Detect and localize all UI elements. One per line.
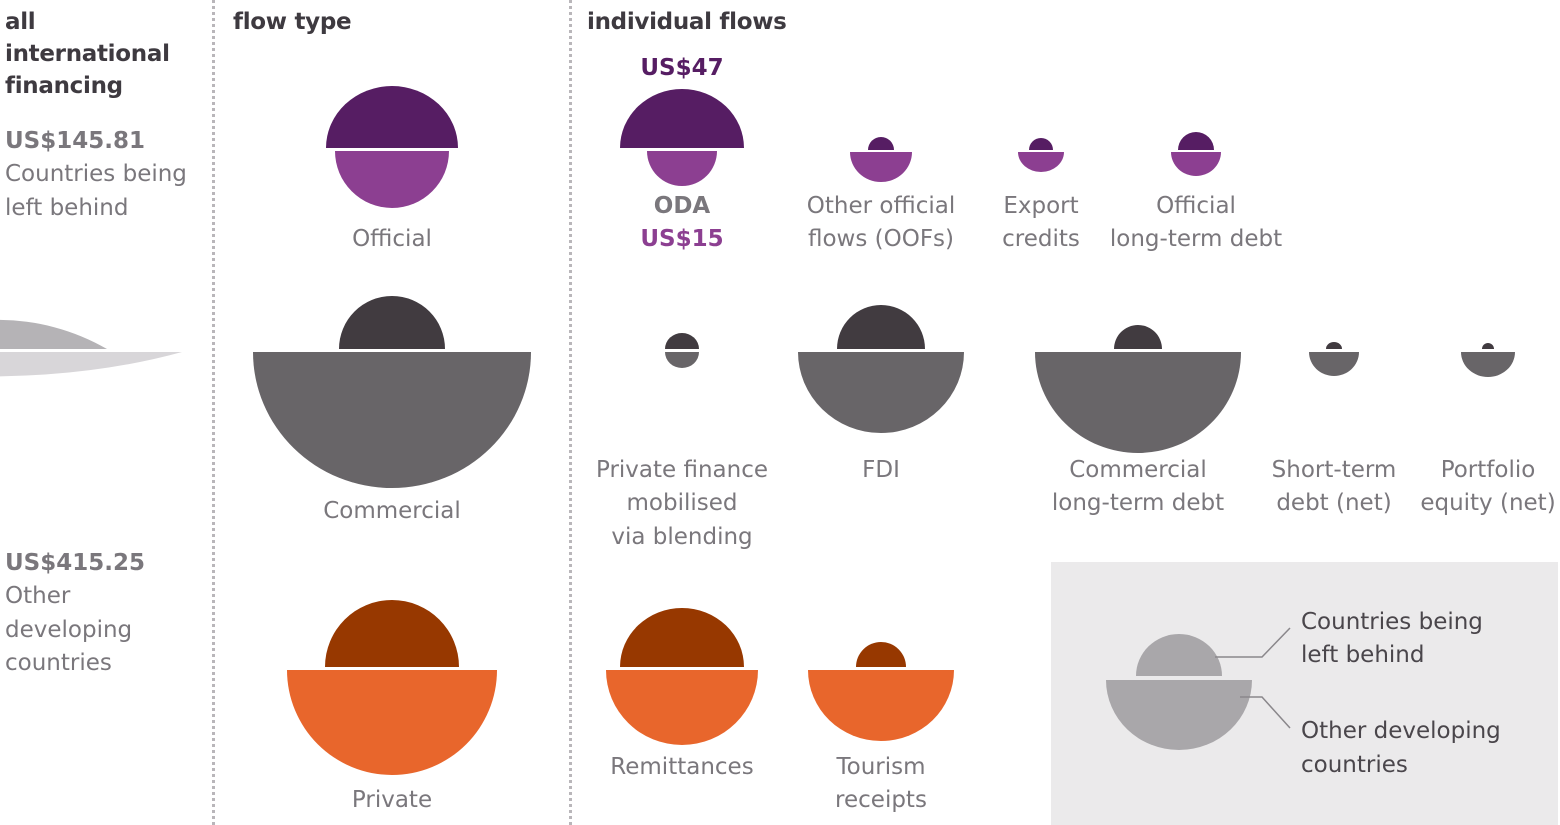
blending-bottom-shape xyxy=(665,352,699,368)
flow-type-commercial-label: Commercial xyxy=(323,498,461,524)
commercial-debt-top-shape xyxy=(1114,325,1162,349)
official-debt-label-line2: long-term debt xyxy=(1109,226,1283,252)
fdi-top-shape xyxy=(837,305,925,349)
legend-lbl-line1: Countries being xyxy=(1301,609,1483,635)
portfolio-bottom-shape xyxy=(1461,352,1515,377)
blending-label-line2: mobilised xyxy=(626,490,738,516)
blending-label-line3: via blending xyxy=(611,524,753,550)
total-countries-left-behind-shape xyxy=(0,320,107,349)
portfolio-top-shape xyxy=(1482,343,1494,349)
column-divider-1 xyxy=(212,0,215,825)
export-credits-label-line2: credits xyxy=(1002,226,1080,252)
commercial-debt-bottom-shape xyxy=(1035,352,1241,453)
blending-top-shape xyxy=(665,333,699,349)
commercial-bottom-shape xyxy=(253,352,531,488)
column-divider-2 xyxy=(569,0,572,825)
legend-connector-top xyxy=(1215,627,1291,658)
legend-lbl-line2: left behind xyxy=(1301,642,1425,668)
oofs-top-shape xyxy=(868,137,894,150)
short-term-top-shape xyxy=(1326,342,1342,349)
oofs-label-line2: flows (OOFs) xyxy=(807,226,955,252)
tourism-bottom-shape xyxy=(808,670,954,741)
remittances-label: Remittances xyxy=(610,754,754,780)
fdi-bottom-shape xyxy=(798,352,964,433)
official-debt-label-line1: Official xyxy=(1156,193,1236,219)
blending-label-line1: Private finance xyxy=(595,457,769,483)
oofs-label-line1: Other official xyxy=(806,193,956,219)
legend-other-line2: countries xyxy=(1301,752,1408,778)
short-term-label-line2: debt (net) xyxy=(1276,490,1392,516)
flow-type-official-label: Official xyxy=(352,226,432,252)
remittances-top-shape xyxy=(620,608,744,667)
commercial-top-shape xyxy=(339,296,445,349)
private-bottom-shape xyxy=(287,670,497,775)
legend-top-shape xyxy=(1136,634,1222,676)
export-credits-bottom-shape xyxy=(1018,152,1064,172)
commercial-debt-label-line1: Commercial xyxy=(1069,457,1207,483)
tourism-top-shape xyxy=(856,642,906,667)
official-bottom-shape xyxy=(335,151,449,208)
oda-name: ODA xyxy=(653,193,711,219)
header-individual-flows: individual flows xyxy=(587,9,787,35)
private-top-shape xyxy=(325,600,459,667)
tourism-label-line2: receipts xyxy=(835,787,927,813)
oda-bottom-value: US$15 xyxy=(640,226,724,252)
header-flow-type: flow type xyxy=(233,9,352,35)
remittances-bottom-shape xyxy=(606,670,758,745)
fdi-label: FDI xyxy=(862,457,900,483)
export-credits-top-shape xyxy=(1029,138,1053,150)
short-term-bottom-shape xyxy=(1309,352,1359,376)
total-other-text-2: developing xyxy=(5,617,133,643)
export-credits-label-line1: Export xyxy=(1003,193,1079,219)
tourism-label-line1: Tourism xyxy=(836,754,926,780)
commercial-debt-label-line2: long-term debt xyxy=(1051,490,1225,516)
portfolio-label-line1: Portfolio xyxy=(1440,457,1536,483)
short-term-label-line1: Short-term xyxy=(1271,457,1397,483)
total-other-value: US$415.25 xyxy=(5,550,145,576)
oda-top-shape xyxy=(620,89,744,148)
total-lbl-value: US$145.81 xyxy=(5,128,145,154)
legend-bottom-shape xyxy=(1106,680,1252,750)
legend-other-line1: Other developing xyxy=(1301,718,1501,744)
portfolio-label-line2: equity (net) xyxy=(1420,490,1556,516)
total-lbl-text-2: left behind xyxy=(5,195,129,221)
header-all-international-financing: all international financing xyxy=(5,9,170,99)
official-debt-bottom-shape xyxy=(1171,152,1221,176)
official-debt-top-shape xyxy=(1178,132,1214,150)
total-other-developing-shape xyxy=(0,352,182,377)
oda-top-value: US$47 xyxy=(640,55,724,81)
total-other-text-3: countries xyxy=(5,650,112,676)
legend-connector-bottom xyxy=(1240,696,1291,729)
oda-bottom-shape xyxy=(647,151,717,186)
flow-type-private-label: Private xyxy=(351,787,433,813)
total-other-text-1: Other xyxy=(5,583,71,609)
official-top-shape xyxy=(326,86,458,148)
total-lbl-text-1: Countries being xyxy=(5,161,187,187)
oofs-bottom-shape xyxy=(850,152,912,182)
